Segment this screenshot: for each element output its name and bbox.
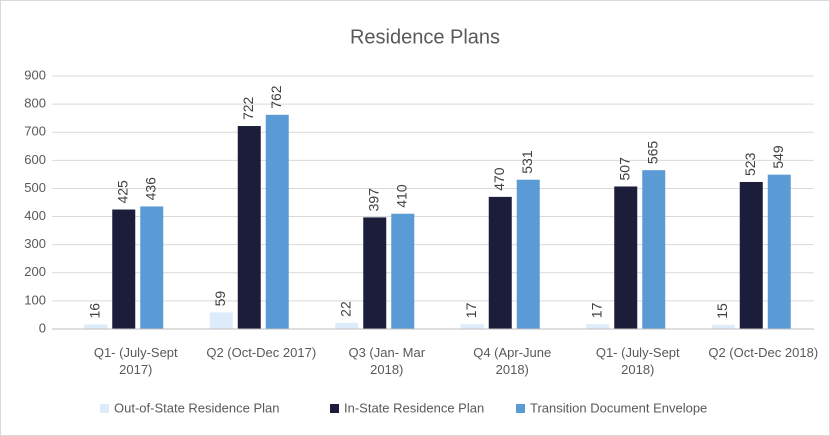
x-tick-label: Q2 (Oct-Dec 2017) xyxy=(206,345,317,360)
bar xyxy=(642,170,666,329)
bar xyxy=(265,114,289,329)
x-tick-label: Q4 (Apr-June 2018) xyxy=(473,345,552,377)
y-tick-label: 300 xyxy=(24,236,46,251)
bar xyxy=(209,312,233,329)
x-tick-label: Q3 (Jan- Mar 2018) xyxy=(348,345,426,377)
bar xyxy=(391,213,415,329)
y-tick-label: 400 xyxy=(24,208,46,223)
data-label: 410 xyxy=(393,184,409,208)
legend-label: Transition Document Envelope xyxy=(530,400,707,415)
bar xyxy=(84,324,108,329)
bar xyxy=(363,217,387,329)
bar xyxy=(711,324,735,329)
bar xyxy=(140,206,164,329)
data-label: 470 xyxy=(491,167,507,191)
y-tick-label: 0 xyxy=(39,320,46,335)
data-label: 17 xyxy=(463,302,479,318)
y-tick-label: 200 xyxy=(24,264,46,279)
legend-swatch xyxy=(516,404,525,413)
data-label: 762 xyxy=(268,85,284,109)
legend-swatch xyxy=(330,404,339,413)
bar xyxy=(586,324,610,329)
data-label: 549 xyxy=(770,145,786,169)
x-tick-label: Q1- (July-Sept 2018) xyxy=(595,345,680,377)
y-tick-label: 500 xyxy=(24,180,46,195)
bar xyxy=(614,186,638,329)
y-tick-label: 600 xyxy=(24,152,46,167)
bar xyxy=(335,322,359,329)
legend-label: Out-of-State Residence Plan xyxy=(114,400,279,415)
y-tick-label: 900 xyxy=(24,67,46,82)
data-label: 59 xyxy=(212,291,228,307)
x-tick-label: Q1- (July-Sept 2017) xyxy=(93,345,178,377)
data-label: 565 xyxy=(644,141,660,165)
bar xyxy=(237,126,261,329)
bar xyxy=(767,174,791,329)
data-label: 523 xyxy=(742,152,758,176)
data-label: 507 xyxy=(616,157,632,181)
bar xyxy=(488,196,512,329)
bar xyxy=(460,324,484,329)
data-label: 436 xyxy=(142,177,158,201)
data-label: 16 xyxy=(86,303,102,319)
data-label: 15 xyxy=(714,303,730,319)
data-label: 425 xyxy=(114,180,130,204)
x-tick-label: Q2 (Oct-Dec 2018) xyxy=(708,345,819,360)
data-label: 22 xyxy=(337,301,353,317)
legend-label: In-State Residence Plan xyxy=(344,400,484,415)
bar xyxy=(516,179,540,329)
bar xyxy=(112,209,136,329)
chart-title: Residence Plans xyxy=(350,26,500,48)
y-tick-label: 800 xyxy=(24,96,46,111)
data-label: 531 xyxy=(519,150,535,174)
legend-swatch xyxy=(100,404,109,413)
data-label: 722 xyxy=(240,96,256,120)
y-tick-label: 100 xyxy=(24,292,46,307)
y-tick-label: 700 xyxy=(24,124,46,139)
data-label: 17 xyxy=(588,302,604,318)
data-label: 397 xyxy=(365,188,381,212)
bar xyxy=(739,181,763,329)
